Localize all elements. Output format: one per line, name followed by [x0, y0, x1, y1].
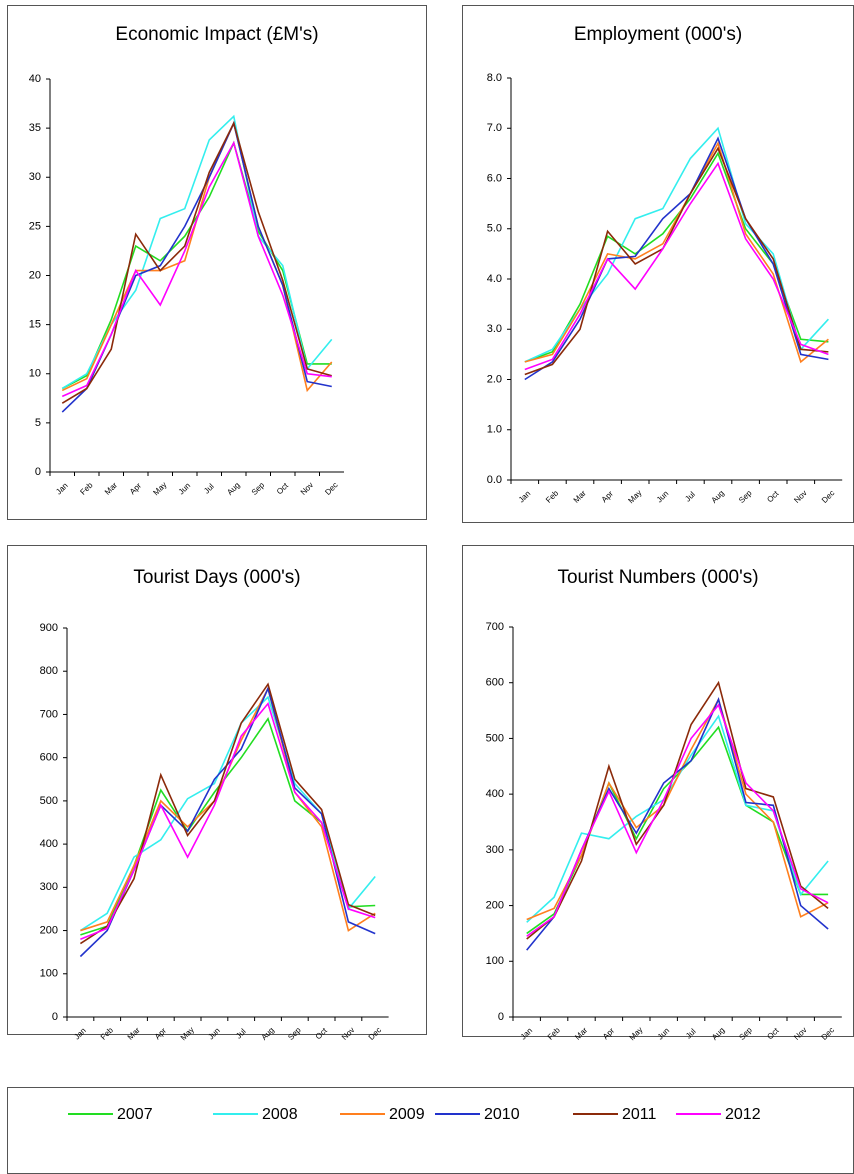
legend-label: 2008: [262, 1106, 298, 1123]
y-tick-label: 25: [29, 220, 41, 232]
y-tick-label: 0.0: [487, 474, 502, 486]
y-tick-label: 0: [35, 466, 41, 478]
y-tick-label: 40: [29, 73, 41, 85]
y-tick-label: 400: [486, 788, 504, 800]
y-tick-label: 0: [52, 1011, 58, 1023]
y-tick-label: 30: [29, 171, 41, 183]
y-tick-label: 100: [486, 955, 504, 967]
y-tick-label: 8.0: [487, 72, 502, 84]
series-line: [61, 140, 332, 398]
legend-box: [7, 1087, 854, 1174]
series-line: [80, 701, 376, 940]
y-tick-label: 3.0: [487, 323, 502, 335]
y-tick-label: 700: [486, 621, 504, 633]
legend-label: 2009: [389, 1106, 425, 1123]
y-tick-label: 800: [40, 665, 58, 677]
series-line: [524, 136, 829, 381]
y-tick-label: 300: [486, 844, 504, 856]
series-line: [79, 682, 376, 945]
y-tick-label: 10: [29, 368, 41, 380]
series-line: [524, 146, 829, 376]
y-tick-label: 20: [29, 269, 41, 281]
y-tick-label: 100: [40, 968, 58, 980]
legend-label: 2010: [484, 1106, 520, 1123]
panel: [7, 5, 427, 520]
y-tick-label: 6.0: [487, 172, 502, 184]
y-tick-label: 500: [486, 732, 504, 744]
panel: [462, 545, 854, 1037]
series-line: [526, 680, 829, 940]
y-tick-label: 4.0: [487, 273, 502, 285]
y-tick-label: 0: [498, 1011, 504, 1023]
y-tick-label: 500: [40, 795, 58, 807]
series-line: [526, 697, 829, 921]
y-tick-label: 600: [40, 752, 58, 764]
chart-title: Employment (000's): [574, 24, 742, 45]
y-tick-label: 300: [40, 881, 58, 893]
series-line: [61, 120, 332, 404]
y-tick-label: 900: [40, 622, 58, 634]
y-tick-label: 2.0: [487, 373, 502, 385]
y-tick-label: 400: [40, 838, 58, 850]
y-tick-label: 15: [29, 319, 41, 331]
y-tick-label: 700: [40, 708, 58, 720]
panel: [462, 5, 854, 523]
series-line: [526, 703, 829, 937]
chart-title: Tourist Numbers (000's): [557, 567, 758, 588]
chart-title: Economic Impact (£M's): [115, 24, 318, 45]
legend-label: 2007: [117, 1106, 153, 1123]
y-tick-label: 200: [486, 899, 504, 911]
series-line: [524, 161, 829, 371]
legend-label: 2011: [622, 1106, 657, 1123]
chart-title: Tourist Days (000's): [133, 567, 300, 588]
y-tick-label: 1.0: [487, 424, 502, 436]
y-tick-label: 200: [40, 924, 58, 936]
y-tick-label: 5.0: [487, 223, 502, 235]
legend-label: 2012: [725, 1106, 761, 1123]
y-tick-label: 7.0: [487, 122, 502, 134]
y-tick-label: 5: [35, 417, 41, 429]
y-tick-label: 35: [29, 122, 41, 134]
y-tick-label: 600: [486, 677, 504, 689]
